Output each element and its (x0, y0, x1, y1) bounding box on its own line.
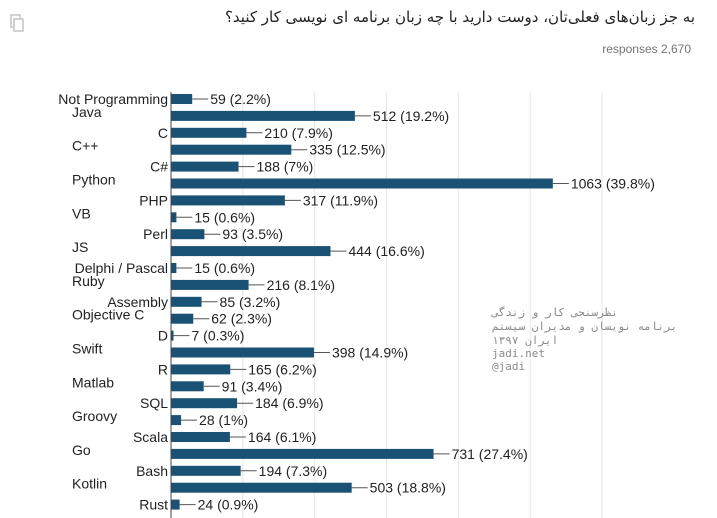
bar (171, 364, 231, 375)
bar (171, 246, 331, 257)
value-label: 503 (18.8%) (370, 480, 446, 496)
category-label: Rust (139, 497, 168, 513)
bar (171, 212, 177, 223)
response-count: responses 2,670 (602, 42, 691, 56)
category-label: SQL (140, 395, 168, 411)
bar (171, 313, 194, 324)
watermark-line-1: نظرسنجی کار و زندگی (492, 306, 618, 319)
bar (171, 263, 177, 273)
value-label: 335 (12.5%) (309, 142, 385, 158)
value-label: 216 (8.1%) (267, 277, 335, 293)
category-label: PHP (139, 192, 168, 208)
watermark-handle: @jadi (492, 360, 526, 373)
category-label: Objective C (72, 307, 144, 323)
watermark-line-2: برنامه نویسان و مدیران سیستم (492, 320, 678, 333)
bar (171, 330, 174, 341)
value-label: 24 (0.9%) (198, 497, 259, 513)
category-label: Ruby (72, 273, 105, 289)
value-label: 93 (3.5%) (222, 226, 283, 242)
category-label: Kotlin (72, 476, 107, 492)
value-label: 165 (6.2%) (248, 361, 316, 377)
bar (171, 432, 230, 442)
category-label: C (158, 125, 168, 141)
category-label: Not Programming (58, 91, 168, 107)
value-label: 91 (3.4%) (222, 378, 283, 394)
bar (171, 144, 292, 155)
category-label: Go (72, 442, 91, 458)
category-label: Matlab (72, 374, 114, 390)
watermark-line-3: ایران ۱۳۹۷ (492, 334, 559, 347)
bar (171, 381, 204, 392)
value-label: 59 (2.2%) (210, 91, 271, 107)
value-label: 62 (2.3%) (211, 311, 272, 327)
category-label: C# (150, 159, 168, 175)
value-label: 1063 (39.8%) (571, 176, 655, 192)
bar (171, 127, 247, 138)
category-label: R (158, 361, 168, 377)
bar (171, 448, 434, 459)
bar (171, 465, 241, 476)
category-label: Python (72, 172, 116, 188)
bar (171, 110, 355, 121)
value-label: 184 (6.9%) (255, 395, 323, 411)
bar (171, 161, 239, 172)
category-label: D (158, 328, 168, 344)
category-label: Swift (72, 341, 102, 357)
value-label: 210 (7.9%) (264, 125, 332, 141)
bar (171, 195, 285, 206)
bar (171, 499, 180, 510)
category-label: VB (72, 205, 91, 221)
value-label: 188 (7%) (257, 159, 314, 175)
category-label: C++ (72, 138, 98, 154)
category-label: Groovy (72, 408, 117, 424)
category-label: Assembly (107, 294, 168, 310)
copy-icon[interactable] (10, 14, 24, 36)
watermark-site: jadi.net (492, 347, 545, 360)
category-label: Scala (133, 429, 168, 445)
category-label: Bash (136, 463, 168, 479)
value-label: 398 (14.9%) (332, 345, 408, 361)
value-label: 512 (19.2%) (373, 108, 449, 124)
value-label: 444 (16.6%) (348, 243, 424, 259)
category-label: Java (72, 104, 102, 120)
bar (171, 415, 182, 426)
value-label: 7 (0.3%) (192, 328, 245, 344)
value-label: 317 (11.9%) (303, 192, 378, 208)
value-label: 28 (1%) (199, 412, 248, 428)
category-label: Perl (143, 226, 168, 242)
bar (171, 482, 352, 493)
value-label: 15 (0.6%) (194, 209, 255, 225)
value-label: 164 (6.1%) (248, 429, 316, 445)
bar (171, 229, 205, 240)
question-title: به جز زبان‌های فعلی‌تان، دوست دارید با چ… (224, 8, 695, 26)
value-label: 85 (3.2%) (220, 294, 281, 310)
bar (171, 296, 202, 307)
bar (171, 279, 249, 290)
bar (171, 398, 238, 409)
category-label: JS (72, 239, 88, 255)
bar (171, 94, 193, 104)
value-label: 194 (7.3%) (259, 463, 327, 479)
bar (171, 347, 314, 358)
bar (171, 178, 553, 189)
category-label: Delphi / Pascal (75, 260, 168, 276)
value-label: 731 (27.4%) (452, 446, 528, 462)
value-label: 15 (0.6%) (194, 260, 255, 276)
